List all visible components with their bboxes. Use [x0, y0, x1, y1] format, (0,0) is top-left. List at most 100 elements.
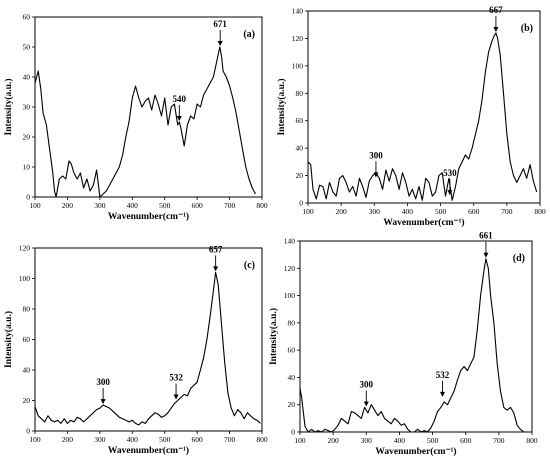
x-axis-title: Wavenumber(cm⁻¹) [108, 445, 189, 456]
y-tick-label: 120 [292, 34, 304, 43]
x-tick-label: 500 [427, 436, 439, 445]
peak-label: 532 [436, 370, 450, 380]
peak-arrow-head [100, 399, 106, 405]
x-tick-label: 200 [328, 436, 340, 445]
peak-label: 657 [209, 244, 223, 254]
x-tick-label: 700 [224, 435, 236, 444]
peak-label: 300 [360, 379, 374, 389]
peak-arrow-head [483, 252, 489, 258]
panel-label: (b) [521, 23, 533, 34]
peak-arrow-head [440, 391, 446, 397]
y-tick-label: 60 [23, 13, 31, 22]
peak-label: 532 [169, 373, 183, 383]
x-tick-label: 400 [127, 201, 139, 210]
y-tick-label: 60 [288, 346, 296, 355]
panel-label: (a) [243, 29, 255, 40]
x-tick-label: 200 [62, 201, 74, 210]
x-tick-label: 400 [402, 207, 414, 216]
x-tick-label: 100 [302, 207, 314, 216]
panel-b: 100 200 300 400 500 600 700 800 0 20 40 60 80 100 120 1… [276, 5, 546, 228]
x-tick-label: 100 [294, 436, 306, 445]
x-axis-title: Wavenumber(cm⁻¹) [108, 211, 189, 222]
x-tick-label: 800 [534, 207, 546, 216]
peak-arrow-head [213, 266, 219, 272]
y-tick-label: 80 [296, 89, 304, 98]
x-tick-label: 300 [369, 207, 381, 216]
y-tick-label: 0 [299, 199, 303, 208]
y-axis-title: Intensity(a.u.) [3, 311, 14, 368]
y-axis-title: Intensity(a.u.) [276, 78, 287, 135]
plot-frame [307, 10, 541, 204]
y-tick-label: 100 [292, 61, 304, 70]
peak-label: 667 [489, 5, 503, 15]
x-tick-label: 500 [435, 207, 447, 216]
peak-label: 530 [443, 168, 457, 178]
x-tick-label: 700 [493, 436, 505, 445]
y-tick-label: 80 [23, 305, 31, 314]
x-tick-label: 200 [62, 435, 74, 444]
x-tick-label: 200 [336, 207, 348, 216]
peak-label: 671 [213, 19, 227, 29]
x-tick-label: 800 [256, 435, 268, 444]
x-tick-label: 600 [192, 201, 204, 210]
y-tick-label: 20 [296, 171, 304, 180]
peak-label: 300 [369, 150, 383, 160]
x-tick-label: 800 [256, 201, 268, 210]
plot-frame [34, 247, 263, 432]
y-tick-label: 0 [26, 427, 30, 436]
y-tick-label: 40 [296, 144, 304, 153]
peak-arrow-head [447, 190, 453, 196]
x-tick-label: 500 [159, 435, 171, 444]
x-tick-label: 600 [460, 436, 472, 445]
panel-label: (d) [513, 253, 525, 264]
x-tick-label: 700 [501, 207, 513, 216]
x-tick-label: 500 [159, 201, 171, 210]
y-tick-label: 80 [288, 318, 296, 327]
y-tick-label: 40 [288, 373, 296, 382]
x-tick-label: 800 [526, 436, 538, 445]
x-tick-label: 600 [192, 435, 204, 444]
y-tick-label: 120 [19, 244, 31, 253]
x-tick-label: 300 [94, 201, 106, 210]
y-tick-label: 20 [23, 133, 31, 142]
x-tick-label: 300 [361, 436, 373, 445]
y-tick-label: 40 [23, 366, 31, 375]
y-axis-title: Intensity(a.u.) [268, 308, 279, 365]
x-axis-title: Wavenumber(cm⁻¹) [383, 217, 464, 228]
spectrum-line [34, 271, 261, 426]
peak-label: 300 [96, 377, 110, 387]
peak-arrow-head [217, 41, 223, 46]
x-tick-label: 400 [127, 435, 139, 444]
peak-arrow-head [176, 116, 182, 121]
y-tick-label: 100 [284, 291, 296, 300]
panel-label: (c) [244, 260, 255, 271]
peak-arrow-head [373, 172, 379, 178]
x-tick-label: 600 [468, 207, 480, 216]
peak-label: 661 [479, 231, 493, 241]
y-tick-label: 30 [23, 103, 31, 112]
peak-arrow-head [363, 401, 369, 407]
y-tick-label: 100 [19, 274, 31, 283]
panel-d: 100 200 300 400 500 600 700 800 0 20 40 60 80 100 120 1… [268, 231, 538, 457]
plot-frame [299, 240, 533, 433]
x-tick-label: 100 [29, 201, 41, 210]
y-tick-label: 120 [284, 264, 296, 273]
plot-frame [34, 16, 263, 198]
panel-a: 100 200 300 400 500 600 700 800 0 10 20 30 40 50 60 Wav… [3, 13, 268, 223]
y-tick-label: 50 [23, 43, 31, 52]
y-tick-label: 140 [292, 7, 304, 16]
peak-arrow-head [173, 394, 179, 400]
y-tick-label: 60 [296, 116, 304, 125]
y-tick-label: 10 [23, 163, 31, 172]
peak-arrow-head [493, 26, 499, 32]
peak-label: 540 [173, 94, 187, 104]
y-tick-label: 20 [288, 400, 296, 409]
x-tick-label: 300 [94, 435, 106, 444]
panel-c: 100 200 300 400 500 600 700 800 0 20 40 60 80 100 120 W… [3, 244, 268, 457]
x-tick-label: 400 [394, 436, 406, 445]
y-tick-label: 0 [291, 428, 295, 437]
x-tick-label: 700 [224, 201, 236, 210]
x-axis-title: Wavenumber(cm⁻¹) [375, 446, 456, 457]
x-tick-label: 100 [29, 435, 41, 444]
